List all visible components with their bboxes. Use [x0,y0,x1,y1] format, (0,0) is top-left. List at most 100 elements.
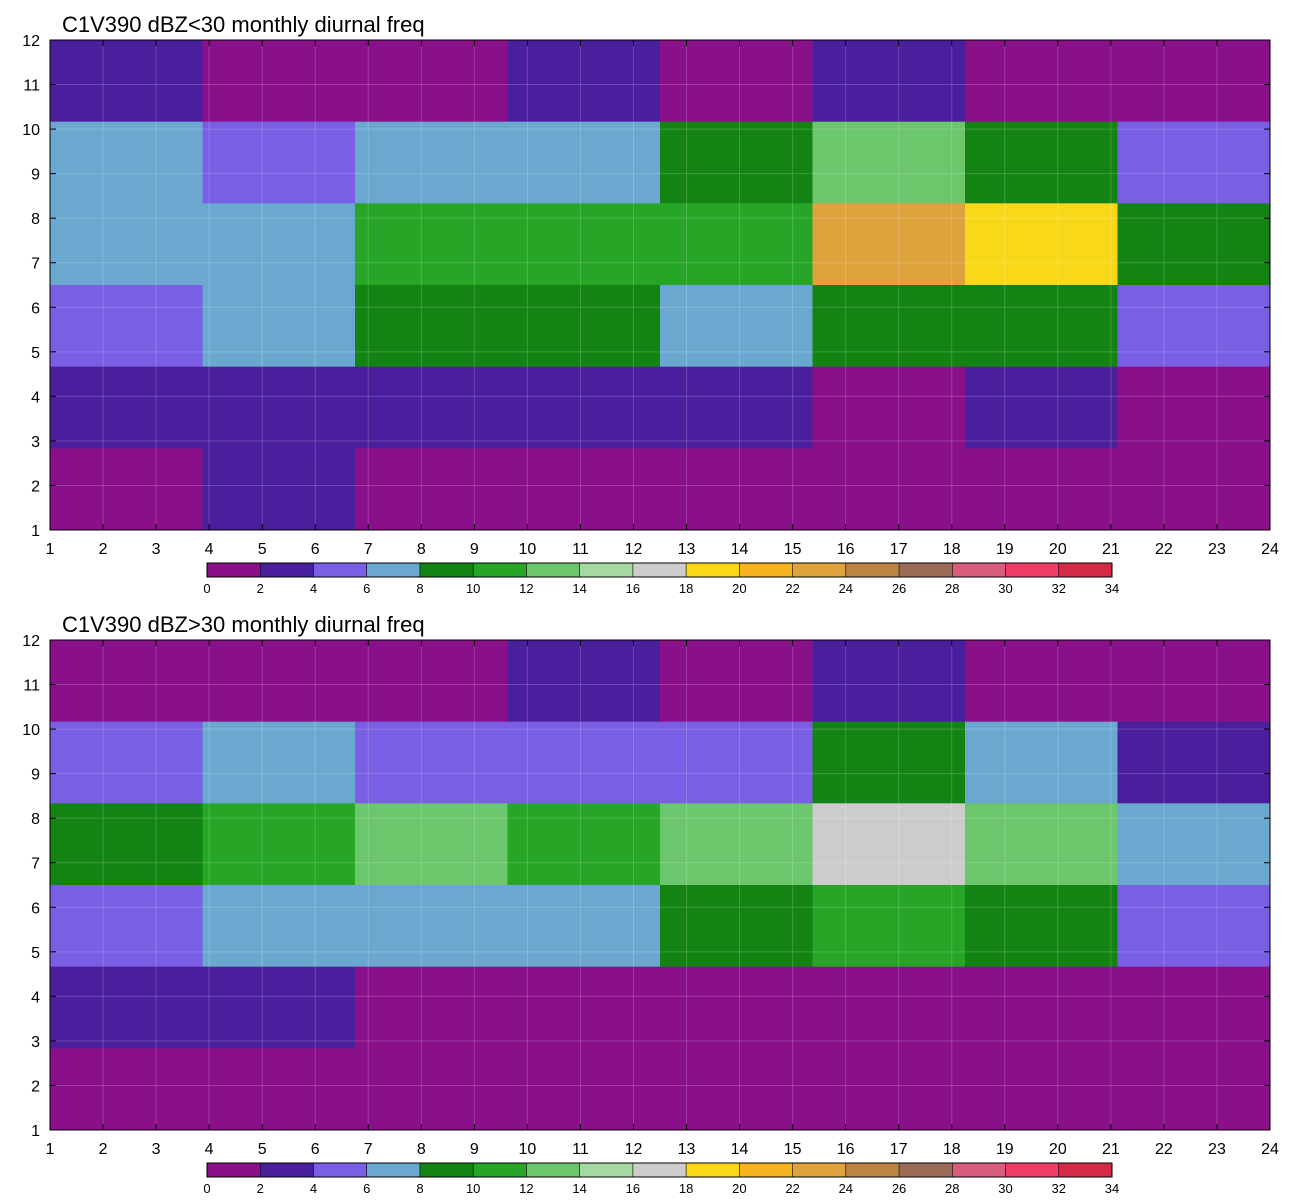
colorbar-tick-label: 4 [310,581,317,596]
x-tick-label: 22 [1155,1141,1173,1158]
y-tick-label: 12 [22,633,40,650]
y-tick-label: 8 [31,211,40,228]
contour-cell [660,121,813,204]
x-tick-label: 22 [1155,541,1173,558]
contour-cell [660,1048,813,1131]
contour-cell [202,203,356,286]
x-tick-label: 21 [1102,1141,1120,1158]
y-tick-label: 3 [31,1034,40,1051]
colorbar-tick-label: 20 [732,581,746,596]
colorbar-tick-label: 2 [257,581,264,596]
contour-cell [507,40,661,123]
contour-cell [355,1048,508,1131]
contour-cell [1117,285,1271,368]
x-tick-label: 23 [1208,541,1226,558]
contour-cell [660,721,813,804]
contour-cell [507,448,661,531]
contour-cell [202,366,356,449]
contour-cell [812,1048,966,1131]
contour-cell [355,285,508,368]
x-tick-label: 18 [943,541,961,558]
colorbar-swatch [632,1163,687,1177]
x-tick-label: 17 [890,1141,908,1158]
colorbar: 0 2 4 6 8 10 12 14 16 18 20 22 24 26 28 30 32 34 [203,1162,1119,1196]
colorbar-tick-label: 4 [310,1181,317,1196]
contour-cell [965,366,1118,449]
contour-cell [355,40,508,123]
y-tick-label: 9 [31,167,40,184]
contour-cell [355,366,508,449]
colorbar-tick-label: 2 [257,1181,264,1196]
x-tick-label: 12 [625,1141,643,1158]
x-tick-label: 6 [311,1141,320,1158]
y-tick-label: 11 [23,78,40,95]
contour-cell [50,885,203,968]
colorbar-swatch [952,1163,1006,1177]
contour-cell [812,885,966,968]
x-tick-label: 2 [99,1141,108,1158]
colorbar-swatch [739,563,793,577]
contour-cell [812,203,966,286]
x-tick-label: 24 [1261,1141,1279,1158]
plot-frame [49,39,1271,531]
colorbar-swatch [419,563,474,577]
x-tick-label: 9 [470,541,479,558]
x-tick-label: 3 [152,1141,161,1158]
contour-cell [1117,40,1271,123]
colorbar-tick-label: 0 [203,1181,210,1196]
colorbar-swatch [1058,1163,1113,1177]
colorbar-swatch [792,563,847,577]
contour-cell [50,803,203,886]
colorbar-tick-label: 22 [785,1181,799,1196]
colorbar-swatch [686,563,740,577]
contour-cell [965,448,1118,531]
colorbar-tick-label: 22 [785,581,799,596]
x-tick-label: 10 [518,541,536,558]
colorbar-swatch [366,1163,421,1177]
contour-plot-bottom: 1 2 3 4 5 6 7 8 9 10 11 12 13 14 15 16 17 18 19 20 21 22 23 241… [22,633,1279,1196]
colorbar-swatch [792,1163,847,1177]
contour-cell [1117,448,1271,531]
colorbar-tick-label: 32 [1052,1181,1066,1196]
contour-cell [202,640,356,723]
y-tick-label: 12 [22,33,40,50]
contour-cell [965,966,1118,1049]
colorbar-tick-label: 12 [519,581,533,596]
contour-cell [660,448,813,531]
x-tick-label: 23 [1208,1141,1226,1158]
colorbar-tick-label: 0 [203,581,210,596]
colorbar-tick-label: 10 [466,1181,480,1196]
y-tick-label: 4 [31,989,40,1006]
x-tick-label: 16 [837,541,855,558]
contour-cell [202,885,356,968]
contour-cell [660,366,813,449]
x-tick-label: 17 [890,541,908,558]
colorbar-swatch [419,1163,474,1177]
x-tick-label: 2 [99,541,108,558]
colorbar-tick-label: 26 [892,1181,906,1196]
colorbar-swatch [207,1163,261,1177]
colorbar-swatch [260,1163,314,1177]
colorbar-swatch [1058,563,1113,577]
colorbar-tick-label: 12 [519,1181,533,1196]
contour-cell [1117,640,1271,723]
colorbar-tick-label: 14 [572,1181,586,1196]
y-tick-label: 5 [31,945,40,962]
contour-field [50,640,1271,1131]
colorbar-tick-label: 16 [626,1181,640,1196]
plot-frame [49,639,1271,1131]
contour-cell [202,40,356,123]
contour-cell [812,803,966,886]
contour-cell [965,203,1118,286]
y-tick-label: 2 [31,478,40,495]
contour-plot-top: 1 2 3 4 5 6 7 8 9 10 11 12 13 14 15 16 17 18 19 20 21 22 23 241… [22,33,1279,596]
contour-cell [507,966,661,1049]
colorbar-tick-label: 8 [416,1181,423,1196]
contour-cell [507,803,661,886]
x-tick-label: 8 [417,1141,426,1158]
x-tick-label: 14 [731,541,749,558]
contour-cell [660,640,813,723]
x-tick-label: 20 [1049,541,1067,558]
x-tick-label: 6 [311,541,320,558]
colorbar-swatch [845,1163,900,1177]
